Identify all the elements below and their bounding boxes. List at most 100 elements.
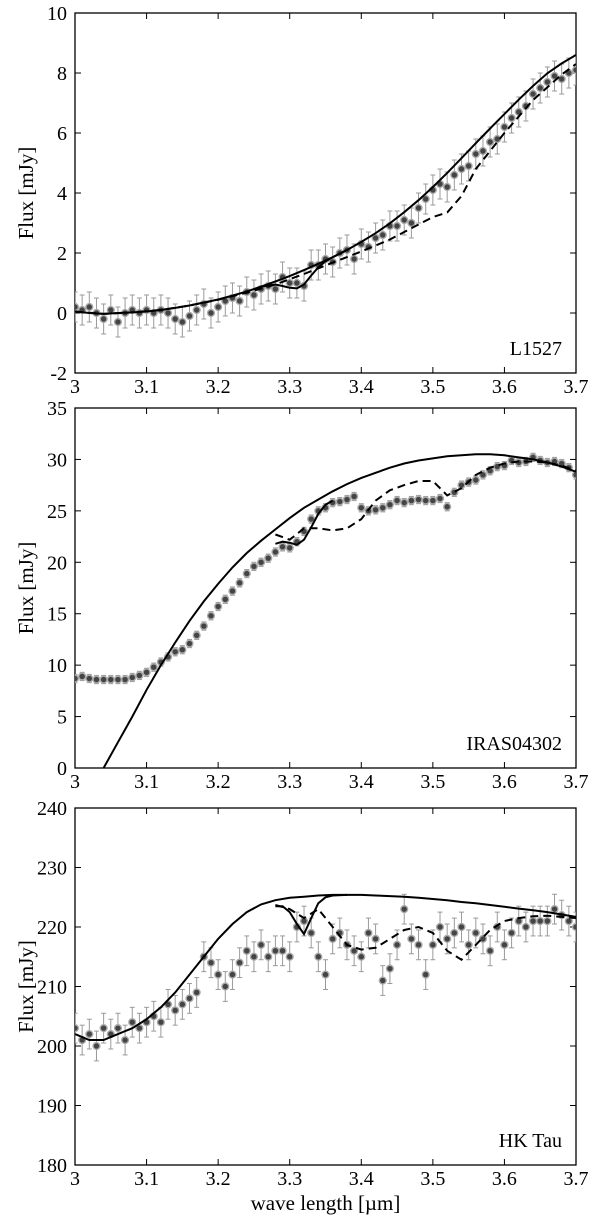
data-point [557, 74, 566, 84]
x-tick-label: 3.3 [277, 1168, 302, 1190]
data-point [392, 940, 402, 949]
data-point [113, 1024, 123, 1033]
y-tick-label: 180 [37, 1155, 67, 1177]
data-point [235, 296, 244, 306]
data-point [271, 284, 280, 294]
model-solid-line [102, 453, 576, 768]
x-tick-label: 3 [70, 376, 80, 398]
data-point [500, 940, 509, 949]
data-point [371, 233, 380, 243]
data-point [256, 940, 266, 949]
data-point [464, 161, 473, 171]
data-point [528, 916, 538, 926]
y-tick-label: 220 [37, 917, 67, 939]
data-point [328, 934, 337, 944]
model-absorption-line [275, 499, 334, 546]
data-point [450, 170, 459, 180]
data-point [75, 674, 80, 683]
data-point [392, 496, 402, 505]
data-point [192, 305, 201, 315]
x-tick-label: 3.7 [564, 1168, 589, 1190]
data-point [571, 922, 576, 932]
data-point [221, 595, 230, 604]
y-tick-label: 0 [57, 303, 67, 325]
y-tick-label: 10 [47, 655, 67, 677]
x-tick-label: 3.2 [206, 771, 231, 793]
data-point [550, 905, 559, 914]
data-point [285, 952, 294, 961]
data-point [407, 496, 416, 505]
y-tick-label: 20 [47, 552, 67, 574]
data-point [543, 77, 552, 87]
data-point [457, 481, 466, 490]
y-tick-label: 0 [57, 758, 67, 780]
data-point [278, 946, 287, 955]
panel-label: HK Tau [499, 1130, 562, 1152]
data-point [106, 675, 115, 684]
x-tick-label: 3 [70, 771, 80, 793]
data-point [156, 1018, 165, 1027]
data-point [421, 496, 430, 505]
data-point [235, 578, 244, 587]
data-point [486, 946, 495, 955]
data-point [350, 492, 359, 501]
data-point [528, 89, 538, 99]
data-point [571, 65, 576, 75]
y-tick-label: 8 [57, 63, 67, 85]
data-point [443, 182, 452, 192]
y-tick-label: -2 [50, 363, 67, 385]
data-point [500, 122, 509, 132]
data-point [249, 952, 259, 961]
data-point [264, 952, 273, 961]
data-point [135, 671, 144, 680]
data-point [550, 71, 559, 81]
data-point [335, 497, 344, 506]
plot-area [75, 452, 576, 768]
y-tick-label: 2 [57, 243, 67, 265]
panel-3: 3 3.1 3.2 3.3 3.4 3.5 3.6 3.7 180 190 200 210 220 230… [14, 798, 589, 1215]
y-tick-label: 25 [47, 501, 67, 523]
data-point [400, 498, 409, 507]
y-tick-label: 10 [47, 3, 67, 25]
data-point [271, 547, 280, 557]
data-point [443, 502, 452, 511]
data-point [378, 230, 387, 240]
data-point [486, 137, 495, 147]
data-point [357, 952, 366, 961]
x-tick-label: 3.6 [492, 376, 517, 398]
x-tick-label: 3.1 [134, 376, 159, 398]
error-bar [573, 911, 576, 943]
data-point [350, 254, 359, 264]
data-point [228, 970, 237, 979]
x-tick-label: 3.6 [492, 771, 517, 793]
data-point [407, 218, 416, 228]
data-point [421, 970, 430, 979]
y-tick-label: 5 [57, 707, 67, 729]
data-point [242, 946, 251, 955]
data-point [450, 928, 459, 938]
data-point [163, 308, 173, 318]
x-tick-label: 3.5 [420, 376, 445, 398]
data-point [564, 916, 573, 926]
data-point [99, 675, 108, 684]
model-dashed-line [75, 63, 576, 315]
data-point [242, 569, 251, 578]
data-point [521, 922, 531, 932]
data-point [507, 928, 516, 938]
data-point [507, 113, 516, 123]
error-bar [75, 673, 78, 684]
panel-label: IRAS04302 [466, 733, 562, 755]
data-point [120, 1035, 130, 1045]
data-point [571, 470, 576, 479]
data-point [271, 946, 280, 955]
y-tick-label: 4 [57, 183, 67, 205]
data-point [428, 496, 437, 505]
y-tick-label: 240 [37, 798, 67, 820]
data-point [478, 934, 488, 944]
data-point [221, 982, 230, 991]
data-point [120, 675, 130, 684]
data-point [206, 611, 216, 620]
data-point [113, 675, 123, 684]
data-point [421, 194, 430, 204]
data-point [206, 958, 216, 967]
